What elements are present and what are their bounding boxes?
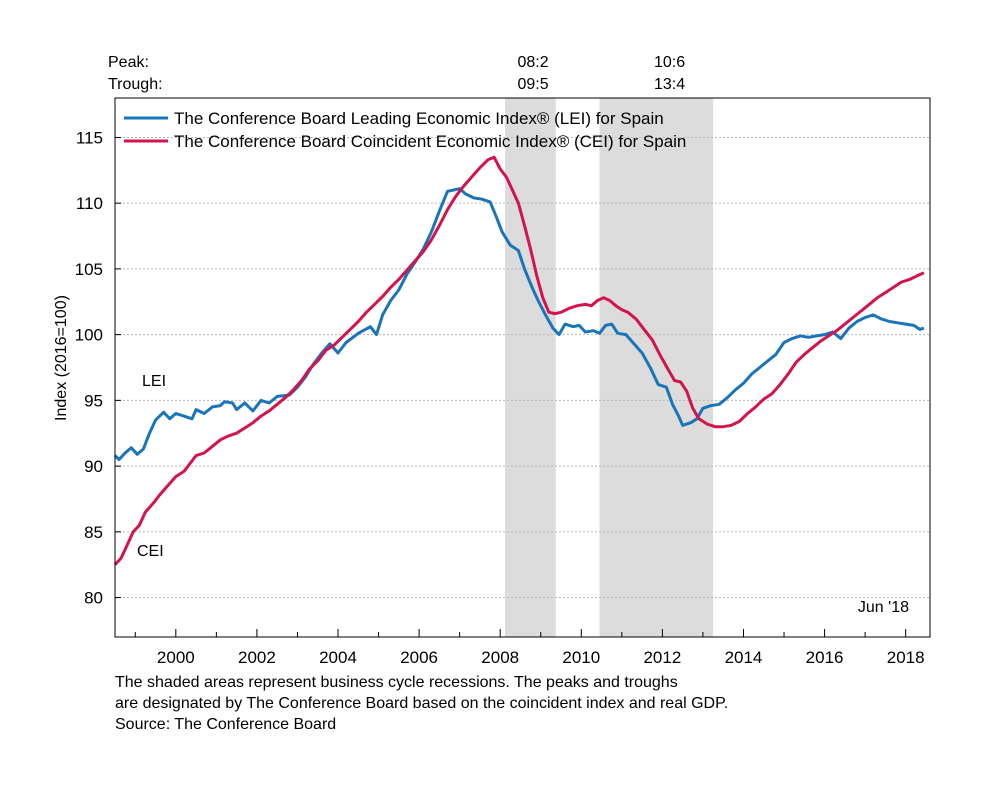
x-axis: 2000 2002 2004 2006 2008 2010 2012 2014 2016 2018 [134,629,925,667]
trough-date-2: 13:4 [654,76,685,93]
date-annotation: Jun '18 [858,599,909,616]
ytick-label-85: 85 [84,523,103,542]
legend-label-cei: The Conference Board Coincident Economic… [174,132,686,151]
footnote-source: Source: The Conference Board [115,716,337,733]
xtick-label-2006: 2006 [400,648,438,667]
y-axis-title: Index (2016=100) [53,295,70,421]
recession-layer [505,98,714,637]
ytick-label-115: 115 [76,128,103,147]
series-labels: LEI CEI [137,373,166,560]
lei-series-label: LEI [142,373,166,390]
xtick-label-2010: 2010 [562,648,600,667]
xtick-label-2014: 2014 [725,648,763,667]
cei-series-line [113,155,925,566]
y-axis: 80 85 90 95 100 105 110 115 [75,128,121,608]
ytick-label-105: 105 [75,260,103,279]
footnote: The shaded areas represent business cycl… [115,672,728,735]
xtick-label-2002: 2002 [238,648,276,667]
xtick-label-2004: 2004 [319,648,357,667]
peak-date-1: 08:2 [517,54,548,71]
recession-band-2 [599,98,714,637]
xtick-label-2008: 2008 [481,648,519,667]
ytick-label-90: 90 [84,457,103,476]
peak-date-2: 10:6 [654,54,685,71]
xtick-label-2018: 2018 [887,648,925,667]
footnote-line-2: are designated by The Conference Board b… [115,695,729,712]
ytick-label-100: 100 [75,326,103,345]
footnote-line-1: The shaded areas represent business cycl… [115,674,678,691]
series-layer [113,155,925,566]
xtick-label-2016: 2016 [806,648,844,667]
peak-row-label: Peak: [108,54,149,71]
trough-date-1: 09:5 [517,76,548,93]
recession-band-1 [505,98,556,637]
ytick-label-110: 110 [76,194,103,213]
ytick-label-95: 95 [84,391,103,410]
xtick-label-2012: 2012 [643,648,681,667]
xtick-label-2000: 2000 [157,648,195,667]
lei-series-line [113,187,925,461]
legend: The Conference Board Leading Economic In… [124,109,686,151]
legend-label-lei: The Conference Board Leading Economic In… [174,109,664,128]
cei-series-label: CEI [137,543,164,560]
plot-frame [114,97,931,638]
trough-row-label: Trough: [108,76,163,93]
ytick-label-80: 80 [84,589,103,608]
recession-header: Peak: Trough: 08:2 09:5 10:6 13:4 [108,54,685,93]
